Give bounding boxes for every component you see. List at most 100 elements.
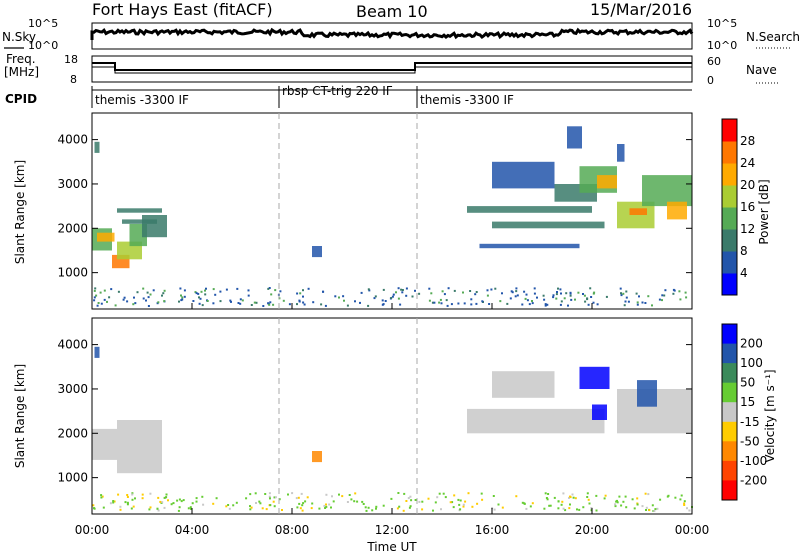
velocity-ground-scatter-point: [311, 502, 314, 505]
power-ground-scatter-point: [474, 293, 477, 296]
power-ground-scatter-point: [624, 300, 627, 303]
power-y-tick-label: 2000: [57, 221, 88, 235]
velocity-ground-scatter-point: [449, 501, 452, 504]
power-ground-scatter-point: [481, 300, 484, 303]
velocity-ground-scatter-point: [492, 495, 495, 497]
power-ground-scatter-point: [605, 295, 608, 298]
power-ground-scatter-point: [146, 291, 149, 294]
velocity-ground-scatter-point: [255, 502, 257, 504]
nave-trace-solid: [92, 66, 692, 74]
power-ground-scatter-point: [157, 301, 160, 304]
velocity-cell: [579, 366, 610, 389]
power-ground-scatter-point: [236, 287, 239, 290]
nave-tick-top: 60: [707, 55, 721, 68]
power-ground-scatter-point: [443, 293, 446, 296]
velocity-ground-scatter-point: [645, 506, 648, 509]
velocity-ground-scatter-point: [421, 508, 424, 511]
velocity-ground-scatter-point: [232, 504, 235, 507]
velocity-ground-scatter-point: [258, 500, 261, 503]
velocity-ground-scatter-point: [177, 509, 180, 512]
power-ground-scatter-point: [401, 289, 404, 291]
power-ground-scatter-point: [486, 294, 489, 297]
power-ground-scatter-point: [359, 301, 361, 304]
power-ground-scatter-point: [596, 303, 599, 306]
velocity-cell: [492, 371, 555, 398]
velocity-ground-scatter-point: [165, 493, 168, 496]
velocity-ground-scatter-point: [159, 500, 162, 503]
velocity-ground-scatter-point: [165, 496, 168, 499]
power-colorbar-swatch: [722, 251, 737, 274]
power-ground-scatter-point: [445, 299, 448, 302]
power-colorbar-swatch: [722, 141, 737, 164]
velocity-ground-scatter-point: [281, 509, 283, 511]
velocity-ground-scatter-point: [182, 499, 185, 502]
velocity-ground-scatter-point: [531, 502, 534, 505]
velocity-ground-scatter-point: [269, 497, 271, 500]
power-ground-scatter-point: [560, 292, 562, 295]
power-ground-scatter-point: [93, 299, 96, 302]
power-ground-scatter-point: [392, 293, 395, 296]
velocity-ground-scatter-point: [549, 504, 552, 507]
power-ground-scatter-point: [230, 300, 232, 303]
velocity-ground-scatter-point: [586, 492, 589, 495]
velocity-ground-scatter-point: [112, 500, 115, 502]
velocity-ground-scatter-point: [268, 495, 271, 498]
power-ground-scatter-point: [225, 288, 228, 291]
velocity-ground-scatter-point: [421, 500, 424, 503]
power-ground-scatter-point: [636, 301, 639, 304]
velocity-ground-scatter-point: [202, 503, 205, 506]
power-ground-scatter-point: [684, 291, 687, 294]
velocity-ground-scatter-point: [235, 501, 238, 504]
power-ground-scatter-point: [583, 294, 586, 297]
velocity-ground-scatter-point: [215, 497, 218, 500]
velocity-ground-scatter-point: [149, 492, 152, 495]
nsky-tick-top: 10^5: [28, 17, 58, 30]
power-ground-scatter-point: [239, 298, 242, 301]
velocity-ground-scatter-point: [529, 505, 532, 508]
power-ground-scatter-point: [401, 291, 404, 294]
power-ground-scatter-point: [661, 299, 663, 302]
power-cells: [92, 126, 692, 307]
power-ground-scatter-point: [268, 303, 271, 306]
velocity-ground-scatter-point: [457, 498, 460, 501]
velocity-colorbar-label: Velocity [m s⁻¹]: [763, 369, 777, 462]
power-ground-scatter-point: [343, 299, 345, 302]
power-ground-scatter-point: [267, 287, 270, 290]
power-cell: [142, 215, 167, 238]
velocity-ground-scatter-point: [444, 496, 447, 499]
velocity-ground-scatter-point: [587, 498, 590, 501]
power-ground-scatter-point: [428, 287, 431, 290]
power-ground-scatter-point: [149, 293, 152, 296]
power-cell: [479, 243, 580, 249]
velocity-ground-scatter-point: [427, 497, 430, 500]
nave-tick-bottom: 0: [707, 74, 714, 87]
power-ground-scatter-point: [132, 303, 135, 306]
power-cell: [597, 175, 617, 189]
power-ground-scatter-point: [446, 304, 449, 307]
power-ground-scatter-point: [93, 289, 96, 292]
velocity-ground-scatter-point: [462, 505, 465, 508]
velocity-colorbar-tick-label: -50: [740, 434, 760, 448]
velocity-ground-scatter-point: [338, 493, 340, 496]
velocity-ground-scatter-point: [109, 502, 112, 505]
cpid-segment-1: themis -3300 IF: [95, 93, 189, 107]
nsearch-label: N.Search: [746, 30, 800, 44]
velocity-ground-scatter-point: [459, 499, 462, 502]
velocity-ground-scatter-point: [187, 507, 190, 510]
power-ground-scatter-point: [620, 292, 622, 295]
velocity-colorbar-swatch: [722, 382, 737, 403]
velocity-ground-scatter-point: [365, 509, 368, 512]
power-ground-scatter-point: [533, 292, 536, 295]
velocity-ground-scatter-point: [341, 495, 344, 498]
power-ground-scatter-point: [586, 298, 589, 301]
power-ground-scatter-point: [590, 296, 593, 298]
power-ground-scatter-point: [288, 303, 291, 306]
power-ground-scatter-point: [531, 302, 534, 305]
power-ground-scatter-point: [565, 292, 568, 295]
power-ground-scatter-point: [663, 294, 666, 297]
power-ground-scatter-point: [569, 291, 572, 294]
nsky-trace: [90, 27, 694, 40]
power-ground-scatter-point: [307, 287, 310, 290]
velocity-ground-scatter-point: [571, 493, 574, 496]
